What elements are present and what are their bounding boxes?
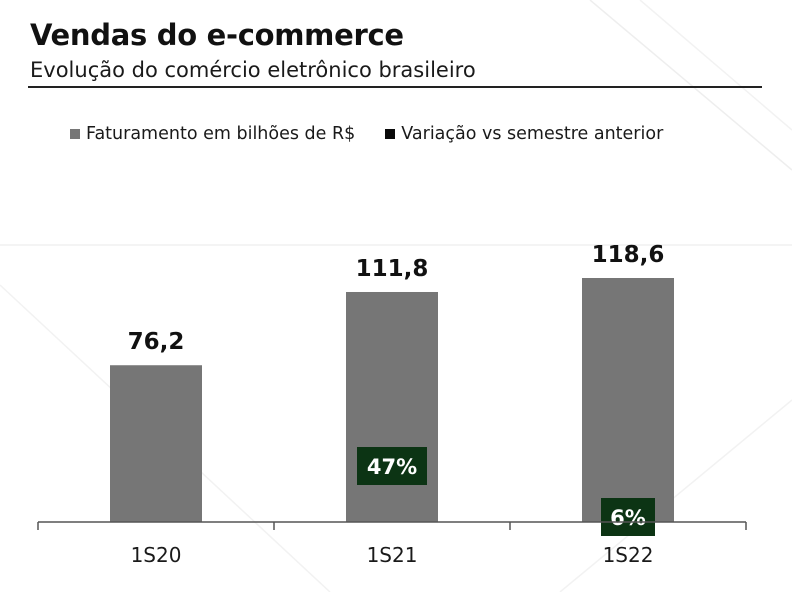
variation-label-1S22: 6% (610, 506, 646, 530)
legend-swatch-variation (385, 129, 396, 139)
legend-item-revenue: Faturamento em bilhões de R$ (70, 124, 355, 144)
value-label-1S20: 76,2 (128, 329, 185, 355)
title-divider (28, 86, 762, 88)
x-tick-label-1S21: 1S21 (367, 543, 418, 567)
value-label-1S21: 111,8 (356, 256, 429, 282)
chart-subtitle: Evolução do comércio eletrônico brasilei… (30, 58, 476, 82)
variation-label-1S21: 47% (367, 455, 417, 479)
chart-legend: Faturamento em bilhões de R$ Variação vs… (70, 122, 663, 146)
bar-1S22 (582, 278, 674, 522)
variation-badge-1S21 (357, 447, 427, 485)
x-tick-label-1S20: 1S20 (131, 543, 182, 567)
value-label-1S22: 118,6 (592, 242, 665, 268)
legend-label-variation: Variação vs semestre anterior (401, 124, 664, 144)
legend-swatch-revenue (70, 129, 80, 139)
bar-1S20 (110, 365, 202, 522)
variation-badge-1S22 (601, 498, 655, 536)
legend-label-revenue: Faturamento em bilhões de R$ (86, 124, 356, 144)
x-tick-label-1S22: 1S22 (603, 543, 654, 567)
bar-1S21 (346, 291, 438, 522)
legend-item-variation: Variação vs semestre anterior (385, 124, 663, 144)
chart-title: Vendas do e-commerce (30, 18, 404, 52)
